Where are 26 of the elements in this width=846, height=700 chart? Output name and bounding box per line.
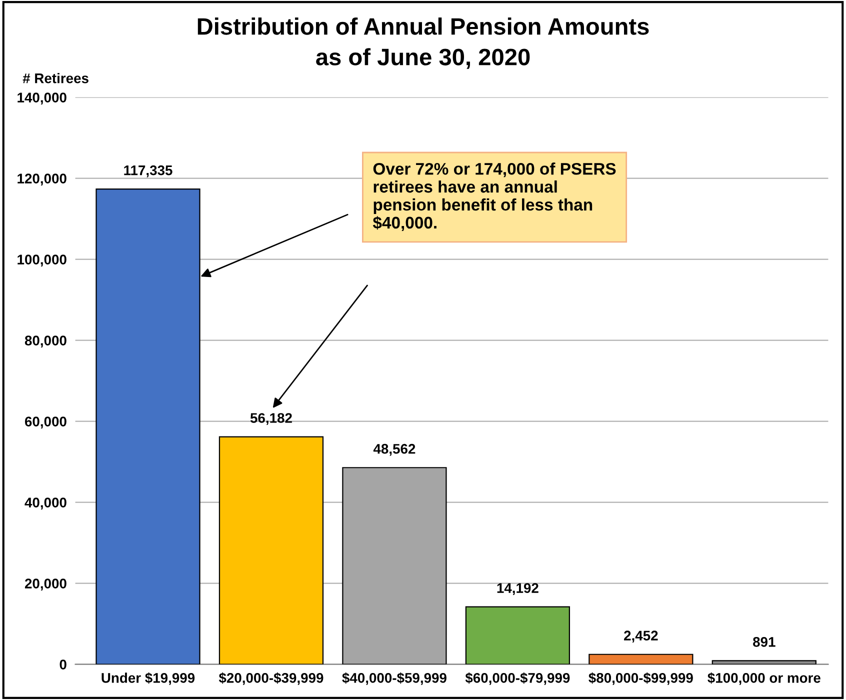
- data-label: 48,562: [373, 444, 416, 456]
- bar: [465, 606, 570, 664]
- x-tick-label: Under $19,999: [102, 672, 195, 685]
- y-tick-label: 140,000: [18, 92, 66, 104]
- x-tick-label: $80,000-$99,999: [588, 672, 693, 685]
- y-tick-label: 40,000: [24, 498, 66, 510]
- data-label: 56,182: [250, 413, 292, 425]
- annotation: Over 72% or 174,000 of PSERS retirees have an annual pension benefit of less than $40,000.: [372, 162, 616, 232]
- y-tick-label: 120,000: [18, 174, 66, 186]
- y-tick-label: 80,000: [24, 336, 66, 348]
- x-tick-label: $60,000-$79,999: [465, 672, 570, 685]
- y-tick-label: 0: [60, 660, 66, 670]
- bar: [588, 654, 694, 664]
- y-tick-label: 60,000: [24, 416, 66, 428]
- chart-title: Distribution of Annual Pension Amounts as of June 30, 2020: [198, 18, 649, 69]
- y-axis-title: # Retirees: [22, 73, 88, 84]
- x-tick-label: $100,000 or more: [708, 672, 820, 685]
- y-tick-label: 20,000: [24, 578, 66, 590]
- bar: [218, 436, 324, 664]
- data-label: 117,335: [124, 165, 172, 178]
- y-tick-label: 100,000: [18, 254, 66, 266]
- data-label: 14,192: [497, 583, 538, 595]
- x-tick-label: $20,000-$39,999: [218, 672, 324, 685]
- data-label: 2,452: [624, 630, 658, 643]
- data-label: 891: [753, 637, 776, 647]
- x-tick-label: $40,000-$59,999: [342, 672, 446, 685]
